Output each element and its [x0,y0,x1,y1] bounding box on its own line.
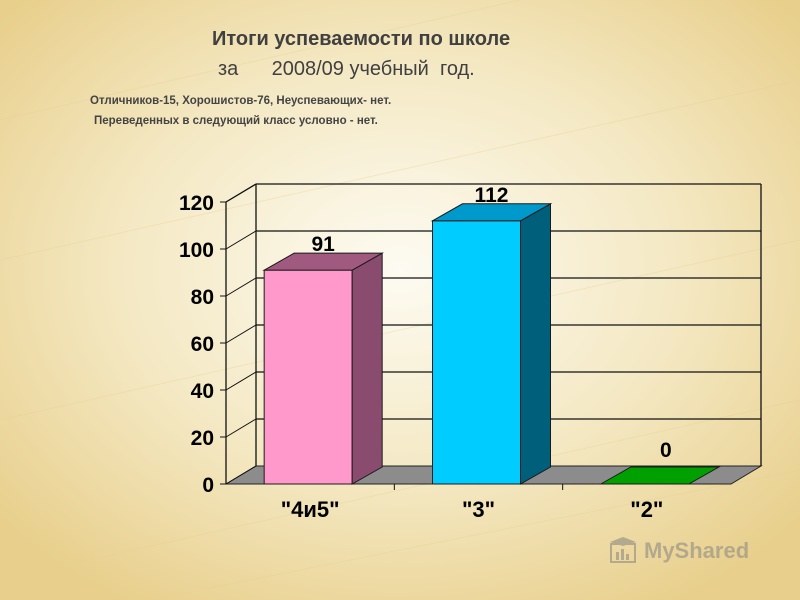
note-line-2: Переведенных в следующий класс условно -… [94,115,378,127]
gridline-side [225,465,257,485]
bar-side [351,252,383,485]
gridline-side [225,324,257,344]
bar-side [520,202,551,485]
bar-front [432,220,521,485]
bars [262,202,721,485]
bar-top [262,252,385,271]
note-line-1: Отличников-15, Хорошистов-76, Неуспевающ… [90,95,392,107]
bar-top [430,203,553,222]
page-subtitle: за 2008/09 учебный год. [218,58,475,80]
y-tick-label: 0 [202,474,214,497]
gridline-side [225,230,257,250]
data-label: 112 [475,184,509,207]
data-label: 91 [311,233,335,256]
bar-3 [598,466,721,485]
y-tick-label: 20 [191,427,214,450]
watermark: MyShared [608,536,749,566]
bar-front [263,269,353,485]
gridline-side [225,277,257,297]
bar-flat [598,466,721,485]
y-tick-label: 40 [191,380,214,403]
bar-1 [262,252,385,485]
y-tick-label: 100 [179,239,214,262]
data-labels: 91 112 0 [311,184,671,462]
x-axis-categories: "4и5" "3" "2" [281,497,664,522]
gridline-side [225,418,257,438]
data-label: 0 [660,439,672,462]
y-tick-label: 80 [191,286,214,309]
x-category-label: "2" [630,497,663,522]
mortarboard-chart-icon [610,537,636,563]
watermark-text: MyShared [644,538,750,563]
left-wall-top-edge [225,183,257,203]
y-tick-label: 120 [179,192,214,215]
x-category-label: "4и5" [281,497,340,522]
gridline-side [225,371,257,391]
x-category-label: "3" [462,497,495,522]
y-axis-ticks: 0 20 40 60 80 100 120 [179,192,214,497]
bar-2 [430,202,553,485]
page-title: Итоги успеваемости по школе [212,28,511,50]
y-tick-label: 60 [191,333,214,356]
